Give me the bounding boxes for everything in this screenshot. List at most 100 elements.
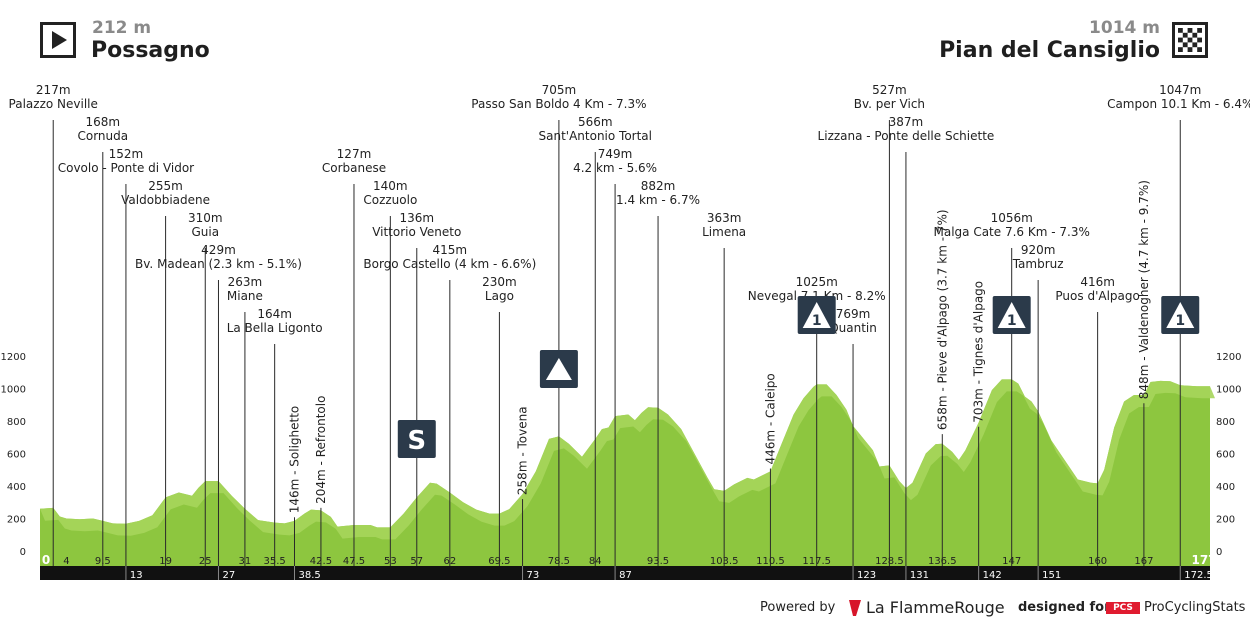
point-name-label: Passo San Boldo 4 Km - 7.3% [471, 97, 646, 111]
km-tick-top: 42.5 [310, 556, 332, 567]
km-tick-top: 147 [1002, 556, 1021, 567]
point-elevation-label: 1047m [1159, 83, 1201, 97]
km-tick-top: 69.5 [488, 556, 510, 567]
km-tick-top: 9.5 [95, 556, 111, 567]
point-name-label: Campon 10.1 Km - 6.4% [1107, 97, 1250, 111]
point-name-label: Covolo - Ponte di Vidor [58, 161, 194, 175]
y-tick-right: 800 [1216, 417, 1235, 428]
point-elevation-label: 136m [399, 211, 434, 225]
point-elevation-label: 1025m [796, 275, 838, 289]
y-tick-left: 0 [20, 547, 26, 558]
sprint-marker-icon [397, 420, 436, 458]
point-label-vertical: 658m - Pieve d'Alpago (3.7 km - 7%) [935, 209, 949, 430]
pcs-logo: PCS [1106, 602, 1140, 614]
point-label-vertical: 446m - Caleipo [763, 373, 777, 464]
y-tick-right: 0 [1216, 547, 1222, 558]
point-name-label: Cornuda [77, 129, 128, 143]
start-name: Possagno [91, 38, 210, 63]
point-elevation-label: 769m [836, 307, 871, 321]
km-tick-top: 0 [42, 553, 50, 567]
point-elevation-label: 152m [109, 147, 144, 161]
profile-area [40, 379, 1210, 566]
point-name-label: 1.4 km - 6.7% [616, 193, 700, 207]
km-tick-bottom: 38.5 [298, 570, 320, 581]
km-tick-top: 117.5 [802, 556, 831, 567]
powered-by-text: Powered by [760, 600, 836, 615]
climb-triangle-icon [1166, 302, 1195, 328]
climb-triangle-icon [997, 302, 1026, 328]
point-elevation-label: 230m [482, 275, 517, 289]
point-elevation-label: 705m [542, 83, 577, 97]
climb-triangle-icon [802, 302, 831, 328]
km-tick-bottom: 73 [527, 570, 540, 581]
point-elevation-label: 217m [36, 83, 71, 97]
point-name-label: Bv. Madean (2.3 km - 5.1%) [135, 257, 302, 271]
sprint-label: S [407, 426, 426, 456]
km-tick-bottom: 142 [983, 570, 1002, 581]
point-name-label: Lizzana - Ponte delle Schiette [818, 129, 995, 143]
y-tick-right: 1200 [1216, 352, 1241, 363]
km-tick-bottom: 27 [222, 570, 235, 581]
km-tick-bottom: 151 [1042, 570, 1061, 581]
km-tick-bottom: 131 [910, 570, 929, 581]
designed-for-text: designed for [1018, 600, 1111, 615]
point-elevation-label: 255m [148, 179, 183, 193]
point-name-label: Limena [702, 225, 746, 239]
y-tick-right: 600 [1216, 450, 1235, 461]
point-name-label: Tambruz [1012, 257, 1064, 271]
y-tick-left: 1200 [1, 352, 26, 363]
point-elevation-label: 127m [337, 147, 372, 161]
km-tick-top: 128.5 [875, 556, 904, 567]
km-tick-top: 160 [1088, 556, 1107, 567]
point-elevation-label: 415m [433, 243, 468, 257]
point-name-label: Lago [485, 289, 514, 303]
y-tick-right: 200 [1216, 515, 1235, 526]
climb-category-label: 1 [812, 313, 822, 329]
km-tick-top: 62 [443, 556, 456, 567]
km-tick-top: 167 [1134, 556, 1153, 567]
km-tick-bottom: 172.5 [1184, 570, 1213, 581]
finish-elevation: 1014 m [1089, 18, 1160, 38]
y-tick-left: 200 [7, 515, 26, 526]
point-name-label: Sant'Antonio Tortal [539, 129, 653, 143]
la-flamme-rouge-logo: La FlammeRouge [866, 598, 1005, 617]
point-elevation-label: 310m [188, 211, 223, 225]
km-tick-top: 103.5 [710, 556, 739, 567]
km-tick-top: 177 [1191, 553, 1216, 567]
km-tick-top: 136.5 [928, 556, 957, 567]
point-name-label: Vittorio Veneto [372, 225, 461, 239]
point-elevation-label: 263m [228, 275, 263, 289]
y-tick-right: 1000 [1216, 385, 1241, 396]
point-name-label: Miane [227, 289, 263, 303]
y-tick-left: 800 [7, 417, 26, 428]
point-label-vertical: 204m - Refrontolo [314, 396, 328, 504]
point-name-label: Corbanese [322, 161, 386, 175]
point-name-label: Valdobbiadene [121, 193, 210, 207]
point-label-vertical: 703m - Tignes d'Alpago [972, 281, 986, 423]
flamme-rouge-logo-icon [849, 600, 861, 616]
mountain-icon [545, 358, 572, 380]
point-elevation-label: 140m [373, 179, 408, 193]
point-elevation-label: 387m [889, 115, 924, 129]
point-elevation-label: 164m [257, 307, 292, 321]
point-elevation-label: 416m [1080, 275, 1115, 289]
y-tick-left: 400 [7, 482, 26, 493]
km-tick-bottom: 13 [130, 570, 143, 581]
km-tick-top: 57 [410, 556, 423, 567]
point-name-label: Borgo Castello (4 km - 6.6%) [363, 257, 536, 271]
climb-category-label: 1 [1007, 313, 1017, 329]
point-elevation-label: 920m [1021, 243, 1056, 257]
procyclingstats-text: ProCyclingStats [1144, 600, 1246, 615]
km-tick-top: 78.5 [548, 556, 570, 567]
y-tick-left: 600 [7, 450, 26, 461]
km-tick-top: 53 [384, 556, 397, 567]
footer: Powered by La FlammeRouge designed for P… [0, 598, 1250, 620]
point-name-label: Quantin [829, 321, 877, 335]
point-name-label: Puos d'Alpago [1055, 289, 1139, 303]
point-elevation-label: 363m [707, 211, 742, 225]
checkered-flag-icon [1172, 22, 1208, 58]
km-tick-top: 84 [589, 556, 602, 567]
point-name-label: Malga Cate 7.6 Km - 7.3% [934, 225, 1090, 239]
point-name-label: Cozzuolo [363, 193, 417, 207]
y-tick-left: 1000 [1, 385, 26, 396]
